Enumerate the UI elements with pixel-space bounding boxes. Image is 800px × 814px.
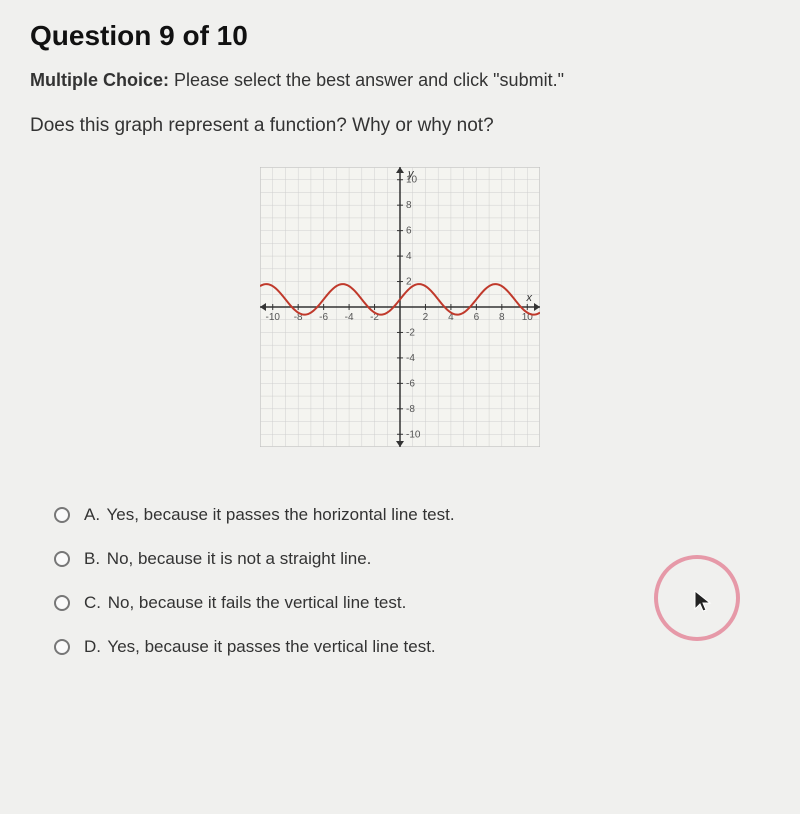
option-letter: C. xyxy=(84,593,101,612)
svg-text:2: 2 xyxy=(423,312,429,323)
svg-text:-6: -6 xyxy=(319,312,328,323)
option-text: Yes, because it passes the horizontal li… xyxy=(106,505,454,524)
option-letter: A. xyxy=(84,505,100,524)
question-number-title: Question 9 of 10 xyxy=(30,20,770,52)
radio-icon[interactable] xyxy=(54,595,70,611)
radio-icon[interactable] xyxy=(54,507,70,523)
svg-text:4: 4 xyxy=(406,251,412,262)
svg-text:8: 8 xyxy=(406,200,412,211)
instruction-lead: Multiple Choice: xyxy=(30,70,169,90)
svg-text:6: 6 xyxy=(406,226,412,237)
cursor-icon xyxy=(693,589,713,620)
function-graph: -10-8-6-4-2246810-10-8-6-4-2246810yx xyxy=(260,167,540,447)
option-a[interactable]: A. Yes, because it passes the horizontal… xyxy=(30,497,770,541)
option-text: Yes, because it passes the vertical line… xyxy=(107,637,435,656)
cursor-highlight-ring xyxy=(654,555,740,641)
radio-icon[interactable] xyxy=(54,551,70,567)
svg-text:6: 6 xyxy=(474,312,480,323)
svg-text:8: 8 xyxy=(499,312,505,323)
option-d[interactable]: D. Yes, because it passes the vertical l… xyxy=(30,629,770,673)
svg-text:2: 2 xyxy=(406,277,412,288)
svg-text:x: x xyxy=(526,292,533,304)
svg-text:-10: -10 xyxy=(266,312,281,323)
instruction-line: Multiple Choice: Please select the best … xyxy=(30,70,770,91)
radio-icon[interactable] xyxy=(54,639,70,655)
question-stem: Does this graph represent a function? Wh… xyxy=(30,115,770,137)
svg-text:-2: -2 xyxy=(406,327,415,338)
option-text: No, because it is not a straight line. xyxy=(107,549,372,568)
svg-text:-4: -4 xyxy=(345,312,354,323)
svg-text:-4: -4 xyxy=(406,353,415,364)
svg-text:-6: -6 xyxy=(406,378,415,389)
option-text: No, because it fails the vertical line t… xyxy=(108,593,407,612)
svg-text:-10: -10 xyxy=(406,429,421,440)
option-letter: B. xyxy=(84,549,100,568)
option-letter: D. xyxy=(84,637,101,656)
svg-text:-8: -8 xyxy=(406,404,415,415)
instruction-rest: Please select the best answer and click … xyxy=(169,70,564,90)
graph-container: -10-8-6-4-2246810-10-8-6-4-2246810yx xyxy=(30,167,770,447)
